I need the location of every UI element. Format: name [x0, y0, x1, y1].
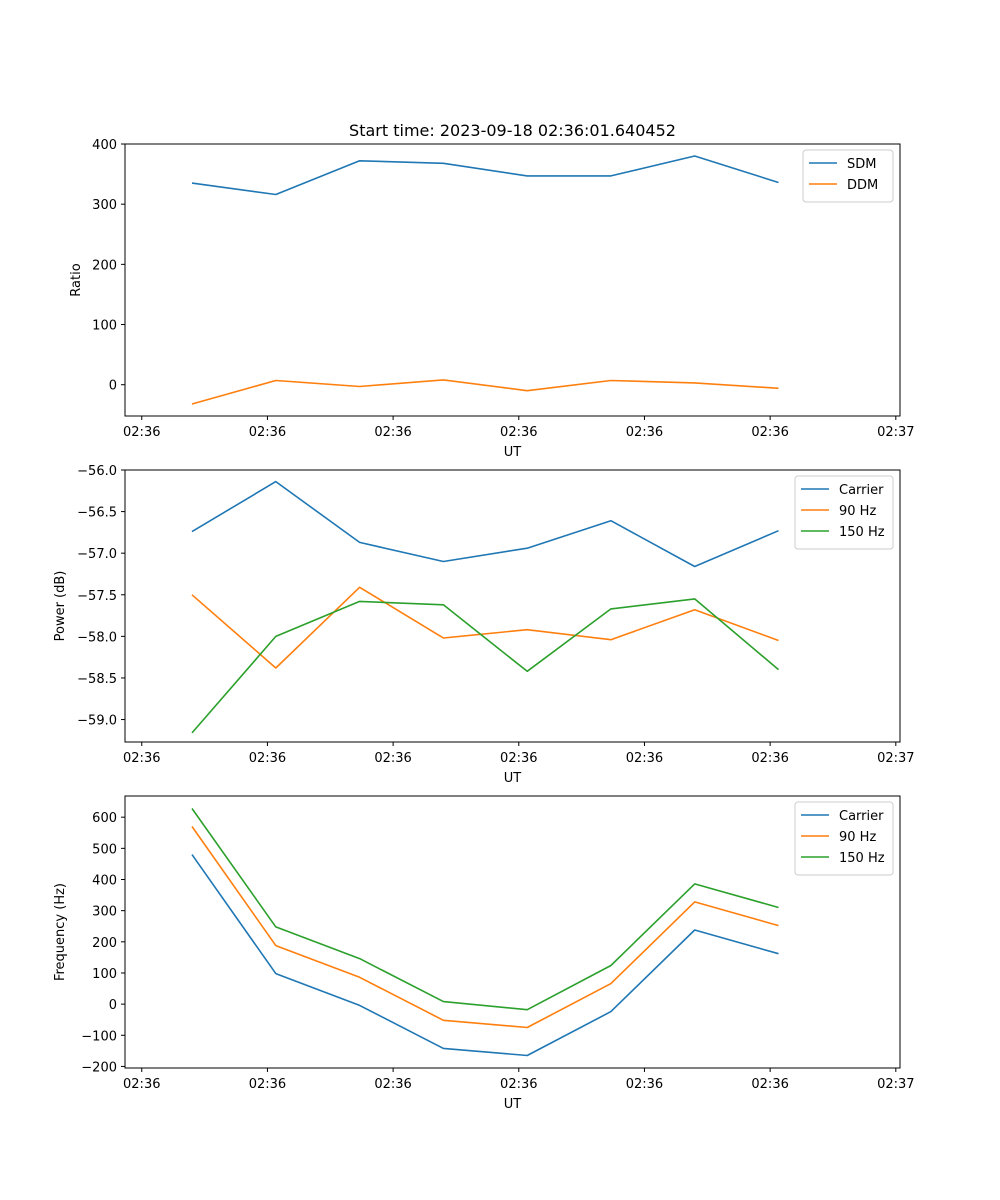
legend-entry: DDM: [847, 178, 878, 193]
y-tick-label: 200: [92, 936, 117, 951]
x-tick-label: 02:36: [123, 1077, 160, 1092]
y-tick-label: −58.0: [77, 630, 117, 645]
y-tick-label: 200: [92, 258, 117, 273]
x-tick-label: 02:36: [500, 1077, 537, 1092]
series-line-150-hz: [191, 808, 779, 1011]
x-tick-label: 02:36: [249, 425, 286, 440]
legend-entry: SDM: [847, 157, 876, 172]
x-tick-label: 02:36: [374, 751, 411, 766]
y-tick-label: −57.5: [77, 589, 117, 604]
series-line-carrier: [191, 854, 779, 1057]
plot-frame: [124, 795, 901, 1069]
series-line-150-hz: [191, 598, 780, 734]
y-tick-label: 0: [109, 998, 117, 1013]
y-tick-label: −57.0: [77, 547, 117, 562]
x-tick-label: 02:36: [751, 751, 788, 766]
y-tick-label: −56.5: [77, 506, 117, 521]
x-tick-label: 02:37: [877, 425, 914, 440]
y-tick-label: −59.0: [77, 714, 117, 729]
chart-panel-2: 02:36 02:36 02:36 02:36 02:36 02:36 02:37 −59.0…: [53, 464, 915, 786]
y-tick-label: −58.5: [77, 672, 117, 687]
y-axis-label: Frequency (Hz): [53, 883, 68, 981]
legend-entry: 90 Hz: [839, 830, 876, 845]
x-axis-label: UT: [504, 1097, 522, 1112]
y-tick-label: −100: [81, 1029, 117, 1044]
x-tick-label: 02:36: [751, 425, 788, 440]
chart-panel-1: Start time: 2023-09-18 02:36:01.64045202…: [69, 121, 915, 460]
legend-entry: Carrier: [839, 483, 884, 498]
y-tick-label: 300: [92, 198, 117, 213]
x-tick-label: 02:36: [626, 425, 663, 440]
chart-panel-3: 02:36 02:36 02:36 02:36 02:36 02:36 02:37 −200 −…: [53, 795, 915, 1112]
legend-entry: Carrier: [839, 809, 884, 824]
y-tick-label: 400: [92, 138, 117, 153]
x-tick-label: 02:36: [500, 425, 537, 440]
x-tick-label: 02:37: [877, 751, 914, 766]
legend-entry: 150 Hz: [839, 851, 885, 866]
x-tick-label: 02:36: [500, 751, 537, 766]
series-line-90-hz: [191, 826, 779, 1029]
plot-frame: [124, 469, 901, 743]
y-tick-label: 0: [109, 379, 117, 394]
x-tick-label: 02:37: [877, 1077, 914, 1092]
y-tick-label: 600: [92, 811, 117, 826]
y-tick-label: 100: [92, 319, 117, 334]
series-line-ddm: [191, 379, 779, 405]
y-tick-label: 100: [92, 967, 117, 982]
legend: Carrier 90 Hz 150 Hz: [794, 801, 894, 876]
plot-frame: [124, 143, 901, 417]
y-tick-label: 500: [92, 842, 117, 857]
x-tick-label: 02:36: [249, 751, 286, 766]
x-tick-label: 02:36: [626, 751, 663, 766]
x-tick-label: 02:36: [249, 1077, 286, 1092]
series-line-carrier: [191, 480, 779, 568]
x-tick-label: 02:36: [123, 751, 160, 766]
legend-entry: 150 Hz: [839, 525, 885, 540]
x-tick-label: 02:36: [626, 1077, 663, 1092]
y-tick-label: −200: [81, 1060, 117, 1075]
y-tick-label: 400: [92, 874, 117, 889]
y-axis-label: Power (dB): [53, 571, 68, 642]
y-axis-label: Ratio: [69, 263, 84, 296]
x-tick-label: 02:36: [123, 425, 160, 440]
legend: SDM DDM: [802, 149, 894, 203]
x-tick-label: 02:36: [751, 1077, 788, 1092]
x-tick-label: 02:36: [374, 425, 411, 440]
y-tick-label: 300: [92, 905, 117, 920]
series-line-90-hz: [191, 586, 779, 669]
legend: Carrier 90 Hz 150 Hz: [794, 475, 894, 550]
x-axis-label: UT: [504, 771, 522, 786]
legend-entry: 90 Hz: [839, 504, 876, 519]
chart-title: Start time: 2023-09-18 02:36:01.640452: [349, 121, 676, 140]
x-tick-label: 02:36: [374, 1077, 411, 1092]
series-line-sdm: [191, 155, 779, 196]
y-tick-label: −56.0: [77, 464, 117, 479]
x-axis-label: UT: [504, 445, 522, 460]
